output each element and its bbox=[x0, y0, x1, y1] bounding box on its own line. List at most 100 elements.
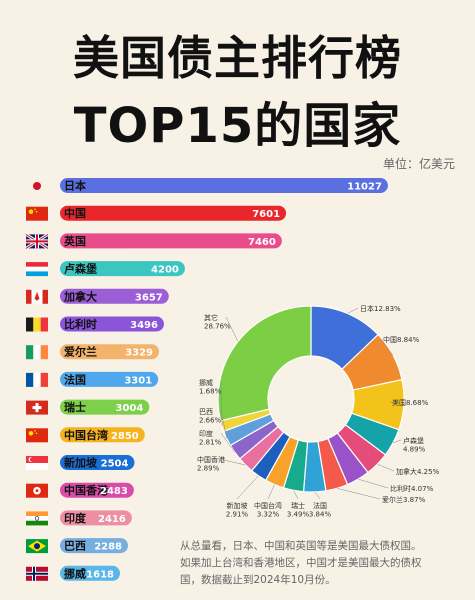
leader-line bbox=[225, 316, 239, 342]
value-label: 3329 bbox=[125, 348, 153, 359]
page-title: 美国债主排行榜 bbox=[73, 31, 402, 85]
france-flag-icon bbox=[26, 372, 48, 387]
category-label: 中国香港 bbox=[64, 483, 109, 497]
bar bbox=[60, 565, 120, 581]
value-label: 2850 bbox=[111, 431, 139, 442]
category-label: 中国 bbox=[64, 206, 86, 220]
bar-row: 日本 11027 bbox=[33, 178, 388, 193]
bar bbox=[60, 399, 150, 415]
category-label: 英国 bbox=[63, 234, 86, 248]
leader-line bbox=[293, 490, 299, 500]
leader-line bbox=[389, 401, 404, 406]
donut-chart: 日本12.83% 中国8.84% 美国8.68% 卢森堡 4.89% 加拿大4.25% 比利… bbox=[197, 304, 440, 519]
leader-line bbox=[267, 484, 275, 500]
slice-label: 比利时4.07% bbox=[390, 484, 434, 493]
canada-flag-icon bbox=[26, 289, 48, 304]
value-label: 2416 bbox=[98, 514, 126, 525]
bar-row: 中国台湾 2850 bbox=[26, 427, 145, 443]
leader-line bbox=[218, 458, 246, 466]
bar-row: 印度 2416 bbox=[26, 510, 132, 526]
leader-line bbox=[336, 488, 381, 500]
value-label: 3004 bbox=[115, 403, 143, 414]
bar bbox=[60, 482, 134, 498]
india-flag-icon bbox=[26, 511, 48, 526]
singapore-flag-icon bbox=[26, 456, 48, 470]
bar-row: 新加坡 2504 bbox=[26, 455, 135, 470]
bar bbox=[60, 344, 160, 360]
leader-line bbox=[236, 475, 259, 500]
japan-flag-icon bbox=[33, 182, 41, 190]
category-label: 比利时 bbox=[64, 317, 97, 331]
category-label: 新加坡 bbox=[64, 456, 98, 470]
slice-label: 日本12.83% bbox=[360, 304, 401, 313]
slice-label: 中国台湾 3.32% bbox=[254, 501, 282, 519]
value-label: 4200 bbox=[151, 265, 179, 276]
bar bbox=[60, 178, 388, 193]
bar-row: 巴西 2288 bbox=[26, 538, 129, 554]
footnote-line-2: 如果加上台湾和香港地区，中国才是美国最大的债权 bbox=[180, 557, 422, 569]
bar-row: 法国 3301 bbox=[26, 371, 159, 387]
value-label: 2483 bbox=[100, 486, 128, 497]
bar bbox=[60, 316, 164, 332]
slice-label: 爱尔兰3.87% bbox=[382, 495, 426, 504]
bar bbox=[60, 455, 135, 470]
bar bbox=[60, 510, 132, 526]
luxembourg-flag-icon bbox=[26, 262, 48, 277]
leader-line bbox=[220, 381, 223, 427]
leader-line bbox=[220, 432, 235, 453]
value-label: 11027 bbox=[347, 182, 382, 193]
category-label: 卢森堡 bbox=[64, 262, 97, 276]
leader-line bbox=[314, 491, 321, 500]
footnote: 从总量看，日本、中国和英国等是美国最大债权国。 如果加上台湾和香港地区，中国才是… bbox=[180, 538, 465, 589]
category-label: 印度 bbox=[64, 511, 87, 525]
china-flag-icon bbox=[26, 206, 48, 221]
slice-label: 美国8.68% bbox=[392, 398, 429, 407]
category-label: 日本 bbox=[64, 179, 86, 193]
uk-flag-icon bbox=[25, 233, 49, 250]
slice-label: 卢森堡 4.89% bbox=[403, 436, 426, 454]
bar-row: 卢森堡 4200 bbox=[26, 261, 185, 277]
bar-row: 瑞士 3004 bbox=[26, 399, 150, 415]
slice-label: 巴西 2.66% bbox=[199, 408, 222, 425]
value-label: 7460 bbox=[248, 237, 276, 248]
leader-line bbox=[392, 439, 402, 444]
slice-label: 挪威 1.68% bbox=[199, 378, 222, 396]
bar bbox=[60, 427, 145, 443]
ireland-flag-icon bbox=[26, 345, 48, 360]
donut-slice bbox=[217, 305, 312, 422]
footnote-line-3: 国，数据截止到2024年10月份。 bbox=[180, 574, 336, 586]
bar bbox=[60, 205, 287, 221]
leader-line bbox=[347, 307, 359, 314]
bar-row: 挪威 1618 bbox=[26, 565, 120, 581]
norway-flag-icon bbox=[26, 566, 48, 581]
category-label: 瑞士 bbox=[64, 400, 86, 414]
slice-label: 印度 2.81% bbox=[199, 429, 222, 447]
value-label: 3496 bbox=[130, 320, 158, 331]
slice-label: 中国香港 2.89% bbox=[197, 455, 225, 473]
leader-line bbox=[358, 478, 389, 489]
bar-row: 爱尔兰 3329 bbox=[26, 344, 160, 360]
slice-label: 瑞士 3.49% bbox=[287, 501, 310, 519]
leader-line bbox=[377, 463, 395, 472]
value-label: 1618 bbox=[86, 569, 114, 580]
value-label: 3301 bbox=[124, 375, 152, 386]
bar bbox=[60, 288, 169, 304]
value-label: 3657 bbox=[135, 292, 163, 303]
value-label: 2288 bbox=[94, 542, 122, 553]
unit-label: 单位：亿美元 bbox=[382, 157, 455, 171]
bar-row: 比利时 3496 bbox=[26, 316, 164, 332]
category-label: 加拿大 bbox=[63, 289, 97, 303]
value-label: 7601 bbox=[252, 209, 280, 220]
slice-label: 加拿大4.25% bbox=[396, 467, 440, 476]
category-label: 爱尔兰 bbox=[64, 345, 97, 359]
bar-row: 英国 7460 bbox=[25, 233, 282, 250]
slice-label: 中国8.84% bbox=[383, 335, 420, 344]
brazil-flag-icon bbox=[26, 539, 48, 554]
belgium-flag-icon bbox=[26, 317, 48, 332]
value-label: 2504 bbox=[101, 459, 129, 470]
leader-line bbox=[380, 338, 394, 356]
slice-label: 新加坡 2.91% bbox=[226, 501, 249, 519]
category-label: 法国 bbox=[64, 372, 86, 386]
category-label: 挪威 bbox=[64, 566, 86, 580]
